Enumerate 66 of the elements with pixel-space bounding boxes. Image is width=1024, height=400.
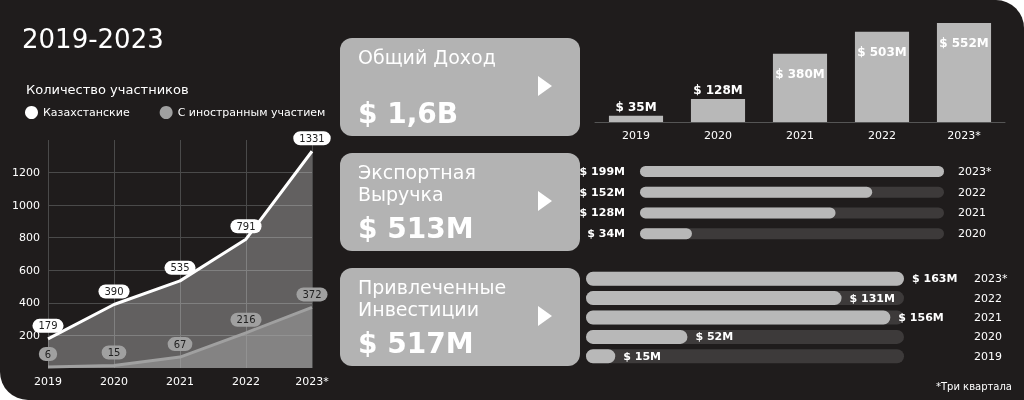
data-label: $ 380M bbox=[775, 66, 825, 81]
text: *Три квартала bbox=[935, 381, 1012, 392]
data-label: $ 156M bbox=[898, 311, 944, 324]
y-tick-label: 1200 bbox=[12, 166, 40, 180]
x-tick-label: 2020 bbox=[704, 129, 732, 142]
y-tick-label: 600 bbox=[19, 263, 40, 277]
bar bbox=[936, 23, 992, 122]
x-tick-label: 2020 bbox=[100, 375, 128, 388]
legend-label: С иностранным участием bbox=[177, 106, 326, 119]
data-label: 179 bbox=[38, 320, 58, 332]
x-tick-label: 2022 bbox=[232, 375, 260, 388]
y-tick-label: 1000 bbox=[12, 198, 40, 212]
data-label: 390 bbox=[104, 285, 124, 297]
data-label: 6 bbox=[44, 348, 52, 360]
data-label: $ 552M bbox=[939, 36, 989, 50]
data-label: $ 131M bbox=[849, 291, 895, 305]
y-tick-label: 2019 bbox=[974, 349, 1002, 363]
data-label: 216 bbox=[236, 314, 256, 326]
data-label: $ 199M bbox=[579, 164, 625, 178]
bar bbox=[772, 53, 828, 122]
x-tick-label: 2023* bbox=[295, 375, 330, 388]
data-label: $ 34M bbox=[587, 227, 625, 241]
x-tick-label: 2021 bbox=[166, 375, 194, 388]
text: Общий Доход bbox=[358, 46, 497, 68]
text: Привлеченные Инвестиции bbox=[358, 276, 508, 320]
data-label: $ 163M bbox=[912, 272, 958, 286]
x-tick-label: 2019 bbox=[622, 129, 650, 142]
data-label: $ 128M bbox=[579, 206, 625, 220]
data-label: $ 152M bbox=[579, 185, 625, 199]
x-tick-label: 2019 bbox=[34, 375, 62, 388]
y-tick-label: 2021 bbox=[958, 206, 986, 220]
text: $ 517M bbox=[358, 327, 474, 360]
y-tick-label: 2021 bbox=[974, 311, 1002, 324]
bar bbox=[690, 99, 746, 122]
text: $ 1,6B bbox=[358, 97, 459, 130]
legend-label: Казахстанские bbox=[43, 106, 130, 119]
y-tick-label: 2022 bbox=[958, 185, 986, 199]
data-label: 67 bbox=[173, 338, 187, 350]
data-label: $ 15M bbox=[623, 349, 662, 363]
y-tick-label: 800 bbox=[19, 231, 40, 245]
bar bbox=[586, 329, 688, 344]
data-label: 1331 bbox=[299, 132, 325, 144]
y-tick-label: 2020 bbox=[974, 330, 1002, 344]
text: $ 513M bbox=[358, 212, 474, 245]
bar bbox=[608, 115, 664, 122]
data-label: $ 128M bbox=[693, 83, 743, 98]
data-label: $ 52M bbox=[695, 330, 734, 344]
data-label: 791 bbox=[236, 220, 256, 232]
y-tick-label: 2022 bbox=[974, 291, 1002, 305]
y-tick-label: 2023* bbox=[958, 164, 992, 178]
chart-subtitle: Количество участников bbox=[26, 82, 189, 97]
y-tick-label: 400 bbox=[19, 296, 40, 310]
y-tick-label: 200 bbox=[19, 328, 40, 342]
y-tick-label: 2023* bbox=[974, 272, 1008, 286]
y-tick-label: 2020 bbox=[958, 227, 986, 241]
x-tick-label: 2022 bbox=[868, 129, 896, 142]
data-label: 535 bbox=[170, 262, 190, 274]
text: Экспортная Выручка bbox=[358, 161, 477, 205]
data-label: 15 bbox=[107, 347, 121, 359]
x-tick-label: 2021 bbox=[786, 129, 814, 142]
bar bbox=[640, 228, 692, 240]
data-label: $ 35M bbox=[615, 99, 657, 114]
chart-title: 2019-2023 bbox=[22, 24, 164, 54]
data-label: $ 503M bbox=[857, 44, 907, 59]
data-label: 372 bbox=[302, 288, 322, 300]
bar bbox=[854, 31, 910, 122]
